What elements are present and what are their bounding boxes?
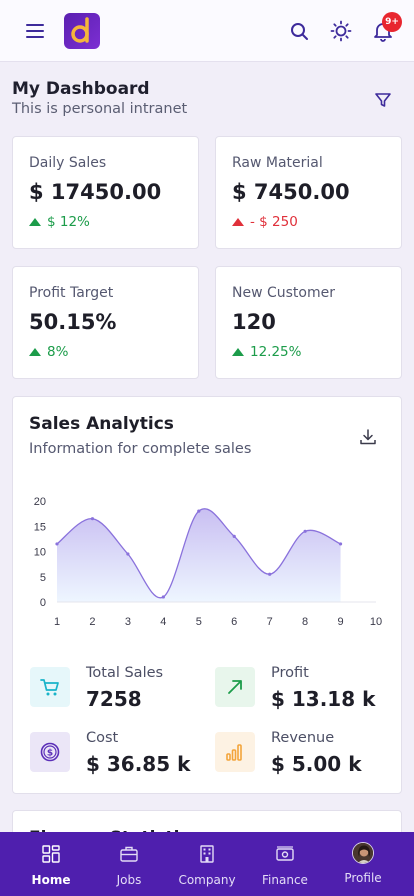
nav-item-profile[interactable]: Profile [322,832,404,896]
metric-value: 7258 [86,687,142,711]
avatar [352,842,374,864]
stat-change: $ 12% [29,214,90,230]
bottom-navigation: Home Jobs Company Finan [0,832,414,896]
trend-up-icon [215,667,255,707]
stat-label: Raw Material [232,155,323,171]
stat-value: $ 17450.00 [29,180,162,204]
chart-point[interactable] [303,529,307,533]
svg-text:$: $ [47,749,53,759]
sales-analytics-card: Sales Analytics Information for complete… [12,396,402,794]
home-grid-icon [42,845,60,863]
nav-label: Company [178,873,236,887]
y-tick-label: 20 [34,496,46,508]
stat-card-new-customer[interactable]: New Customer 120 12.25% [215,266,402,379]
nav-label: Profile [344,871,382,885]
nav-label: Finance [262,873,308,887]
nav-label: Home [31,873,71,887]
x-tick-label: 9 [337,616,343,628]
page-title: My Dashboard [12,79,150,99]
trend-up-icon [29,218,41,226]
filter-icon[interactable] [373,90,393,110]
nav-item-home[interactable]: Home [10,832,92,896]
top-app-bar: 9+ [0,0,414,62]
trend-up-icon [29,348,41,356]
stat-label: Daily Sales [29,155,107,171]
notification-badge: 9+ [382,12,402,32]
y-tick-label: 5 [40,572,46,584]
x-tick-label: 8 [302,616,308,628]
x-tick-label: 2 [89,616,95,628]
nav-item-finance[interactable]: Finance [244,832,326,896]
sun-icon[interactable] [330,20,352,42]
stat-value: 50.15% [29,310,117,334]
metric-label: Profit [271,665,309,681]
stat-value: 120 [232,310,276,334]
page-subtitle: This is personal intranet [12,101,188,117]
x-tick-label: 10 [370,616,382,628]
metric-label: Cost [86,730,119,746]
x-tick-label: 7 [267,616,273,628]
stat-change: - $ 250 [232,214,298,230]
stat-card-daily-sales[interactable]: Daily Sales $ 17450.00 $ 12% [12,136,199,249]
search-icon[interactable] [288,20,310,42]
stat-card-profit-target[interactable]: Profit Target 50.15% 8% [12,266,199,379]
chart-series-line [56,508,341,599]
y-tick-label: 15 [34,521,46,533]
y-tick-label: 10 [34,547,46,559]
analytics-subtitle: Information for complete sales [29,441,252,457]
stat-change: 12.25% [232,344,301,360]
stat-value: $ 7450.00 [232,180,350,204]
chart-point[interactable] [268,572,272,576]
nav-item-company[interactable]: Company [166,832,248,896]
metric-value: $ 13.18 k [271,687,376,711]
stat-card-raw-material[interactable]: Raw Material $ 7450.00 - $ 250 [215,136,402,249]
stat-label: Profit Target [29,285,114,301]
nav-label: Jobs [116,873,142,887]
menu-icon[interactable] [25,23,45,39]
stat-label: New Customer [232,285,335,301]
chart-point[interactable] [338,542,343,546]
building-icon [200,845,214,863]
dollar-coin-icon: $ [30,732,70,772]
x-tick-label: 5 [196,616,202,628]
analytics-title: Sales Analytics [29,414,174,434]
trend-up-icon [232,348,244,356]
metric-value: $ 36.85 k [86,752,191,776]
x-tick-label: 6 [231,616,237,628]
sales-area-chart: 0 5 10 15 20 1 2 3 4 5 6 7 8 9 10 [34,496,382,628]
chart-point[interactable] [90,517,95,521]
chart-point[interactable] [161,595,165,599]
metric-label: Revenue [271,730,335,746]
chart-point[interactable] [232,534,236,538]
metric-label: Total Sales [86,665,164,681]
x-tick-label: 4 [160,616,166,628]
stat-change: 8% [29,344,68,360]
money-icon [276,846,294,861]
download-icon[interactable] [358,427,378,447]
x-tick-label: 3 [125,616,131,628]
cart-icon [30,667,70,707]
chart-point[interactable] [197,509,201,513]
x-tick-label: 1 [54,616,60,628]
y-tick-label: 0 [40,597,46,609]
chart-point[interactable] [55,542,59,546]
app-logo[interactable] [64,13,100,49]
trend-up-icon [232,218,244,226]
chart-point[interactable] [126,552,130,556]
nav-item-jobs[interactable]: Jobs [88,832,170,896]
chart-area-fill [57,508,341,602]
metric-value: $ 5.00 k [271,752,362,776]
briefcase-icon [120,846,138,862]
bar-chart-icon [215,732,255,772]
